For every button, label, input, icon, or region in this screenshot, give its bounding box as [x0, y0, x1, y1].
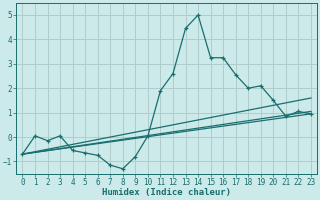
- X-axis label: Humidex (Indice chaleur): Humidex (Indice chaleur): [102, 188, 231, 197]
